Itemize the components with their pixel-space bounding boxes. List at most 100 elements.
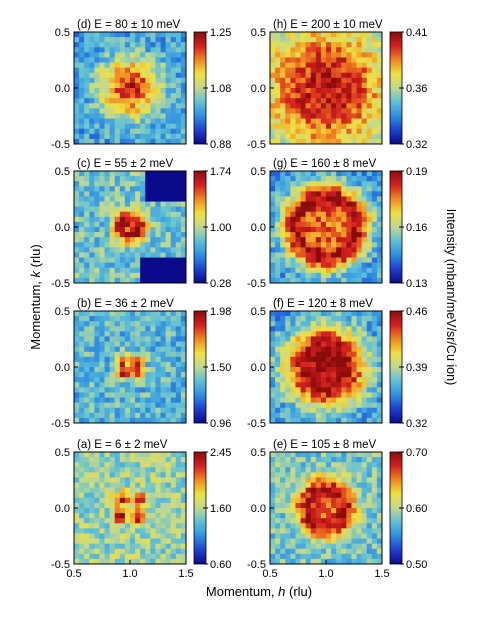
heatmap-cell: [320, 123, 327, 130]
heatmap-cell: [99, 492, 105, 499]
heatmap-cell: [140, 372, 146, 378]
heatmap-cell: [74, 32, 80, 38]
heatmap-cell: [305, 242, 312, 248]
heatmap-cell: [376, 62, 383, 69]
heatmap-cell: [135, 543, 141, 550]
heatmap-cell: [79, 176, 85, 182]
heatmap-cell: [356, 77, 363, 84]
heatmap-cell: [94, 211, 100, 218]
heatmap-cell: [270, 533, 276, 539]
heatmap-cell: [305, 227, 312, 233]
heatmap-cell: [119, 221, 126, 228]
heatmap-cell: [109, 508, 116, 514]
heatmap-cell: [305, 216, 312, 223]
heatmap-cell: [150, 77, 156, 84]
heatmap-cell: [280, 372, 286, 378]
heatmap-cell: [371, 497, 378, 504]
heatmap-cell: [285, 32, 291, 38]
heatmap-cell: [376, 242, 383, 248]
heatmap-cell: [89, 52, 95, 58]
heatmap-cell: [305, 67, 312, 74]
heatmap-cell: [356, 341, 363, 348]
heatmap-cell: [160, 311, 167, 317]
heatmap-cell: [336, 402, 342, 409]
heatmap-cell: [361, 201, 368, 208]
heatmap-cell: [99, 311, 105, 317]
heatmap-cell: [155, 492, 161, 499]
heatmap-cell: [94, 397, 100, 404]
heatmap-cell: [366, 67, 373, 74]
heatmap-cell: [315, 93, 322, 99]
heatmap-cell: [331, 477, 337, 483]
heatmap-cell: [79, 482, 85, 489]
heatmap-cell: [351, 321, 357, 327]
heatmap-cell: [140, 181, 146, 187]
heatmap-cell: [104, 548, 111, 555]
heatmap-cell: [99, 321, 105, 327]
heatmap-cell: [351, 387, 357, 393]
heatmap-cell: [140, 138, 146, 145]
heatmap-cell: [366, 392, 373, 398]
heatmap-cell: [280, 262, 286, 269]
heatmap-cell: [175, 82, 182, 89]
heatmap-cell: [160, 533, 167, 539]
heatmap-cell: [130, 341, 136, 348]
heatmap-cell: [170, 237, 177, 243]
heatmap-cell: [361, 341, 368, 348]
heatmap-cell: [165, 77, 172, 84]
heatmap-cell: [175, 118, 182, 125]
heatmap-cell: [124, 356, 131, 363]
heatmap-cell: [99, 82, 105, 89]
heatmap-cell: [366, 133, 373, 140]
heatmap-cell: [94, 417, 100, 424]
heatmap-cell: [180, 361, 187, 368]
heatmap-cell: [351, 367, 357, 373]
heatmap-cell: [135, 523, 141, 529]
heatmap-cell: [285, 108, 291, 114]
heatmap-cell: [361, 528, 368, 534]
heatmap-cell: [320, 361, 327, 368]
heatmap-cell: [290, 316, 296, 322]
heatmap-cell: [290, 37, 296, 43]
heatmap-cell: [79, 452, 85, 458]
heatmap-cell: [376, 171, 383, 177]
heatmap-cell: [285, 523, 291, 529]
heatmap-cell: [104, 457, 111, 463]
heatmap-cell: [336, 67, 342, 74]
heatmap-cell: [295, 331, 301, 337]
heatmap-cell: [109, 482, 116, 489]
heatmap-cell: [124, 351, 131, 358]
y-tick-label: 0.5: [55, 27, 70, 39]
heatmap-cell: [104, 392, 111, 398]
heatmap-cell: [84, 412, 90, 419]
heatmap-cell: [361, 387, 368, 393]
heatmap-cell: [315, 331, 322, 337]
heatmap-cell: [366, 533, 373, 539]
heatmap-cell: [346, 181, 352, 187]
heatmap-cell: [170, 113, 177, 119]
heatmap-cell: [346, 513, 352, 519]
heatmap-cell: [280, 331, 286, 337]
heatmap-cell: [160, 247, 167, 253]
heatmap-cell: [361, 123, 368, 130]
heatmap-cell: [310, 242, 317, 248]
heatmap-cell: [175, 543, 182, 550]
heatmap-cell: [331, 123, 337, 130]
heatmap-cell: [315, 201, 322, 208]
heatmap-cell: [84, 221, 90, 228]
heatmap-cell: [315, 336, 322, 342]
heatmap-cell: [150, 553, 156, 560]
heatmap-cell: [331, 387, 337, 393]
heatmap-cell: [99, 128, 105, 135]
heatmap-cell: [326, 361, 332, 368]
heatmap-cell: [285, 98, 291, 104]
heatmap-cell: [310, 98, 317, 104]
heatmap-cell: [346, 221, 352, 228]
heatmap-cell: [170, 72, 177, 79]
heatmap-cell: [376, 361, 383, 368]
heatmap-cell: [160, 346, 167, 353]
heatmap-cell: [104, 191, 111, 197]
heatmap-cell: [275, 88, 281, 94]
heatmap-cell: [376, 267, 383, 274]
heatmap-cell: [180, 113, 187, 119]
